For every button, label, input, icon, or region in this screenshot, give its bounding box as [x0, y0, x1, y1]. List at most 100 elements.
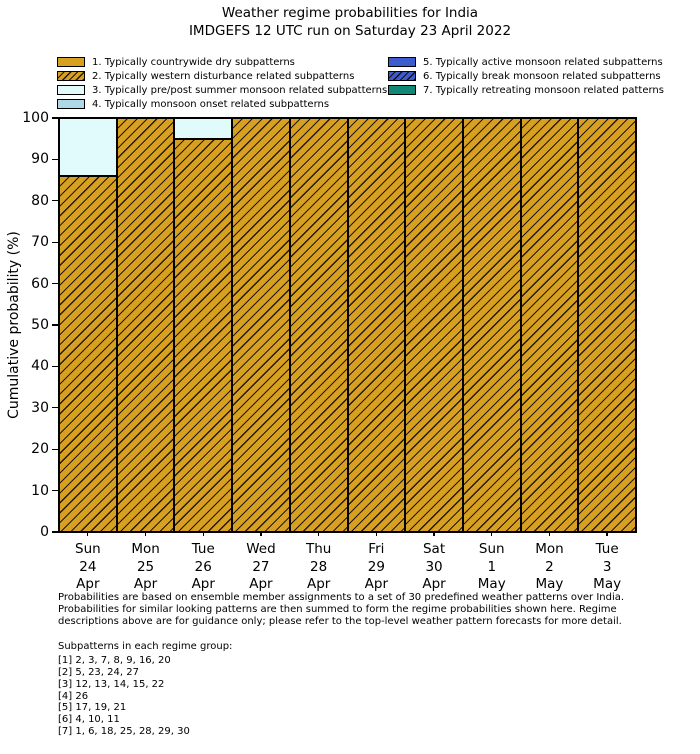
x-tick-mark: [260, 532, 262, 536]
y-tick-label: 20: [31, 441, 49, 458]
y-tick-label: 30: [31, 399, 49, 416]
bar-segment: [174, 118, 233, 139]
x-tick-label-line: 25: [136, 558, 155, 575]
x-tick-label-line: 28: [310, 558, 328, 575]
footer-line: descriptions above are for guidance only…: [58, 616, 622, 628]
bar: [232, 118, 290, 532]
stacked-bars: [59, 118, 637, 532]
x-tick-label-line: May: [535, 576, 564, 592]
legend-item: 6. Typically break monsoon related subpa…: [388, 69, 664, 83]
x-tick-mark: [202, 532, 204, 536]
x-tick-label-line: Apr: [76, 576, 100, 592]
legend-item: 2. Typically western disturbance related…: [57, 69, 387, 83]
x-tick-label-line: 30: [425, 558, 443, 575]
chart-title: Weather regime probabilities for India I…: [0, 5, 700, 40]
bar: [462, 118, 521, 532]
subpattern-line: [2] 5, 23, 24, 27: [58, 667, 139, 679]
y-tick-mark: [51, 241, 58, 243]
y-tick-label: 60: [31, 275, 49, 292]
legend-label: 6. Typically break monsoon related subpa…: [423, 70, 661, 82]
x-tick-mark: [548, 532, 551, 536]
y-tick-label: 70: [31, 234, 49, 251]
y-tick-mark: [51, 407, 58, 409]
y-tick-label: 80: [31, 192, 49, 209]
x-tick-label: Tue 26 Apr: [192, 541, 215, 594]
bar: [405, 118, 463, 532]
x-tick-label-line: Sun: [478, 541, 505, 557]
legend-swatch: [388, 57, 416, 67]
y-tick-mark: [51, 531, 58, 533]
legend-item: 1. Typically countrywide dry subpatterns: [57, 55, 387, 69]
x-tick-label-line: Tue: [595, 541, 619, 557]
legend-swatch: [57, 71, 85, 81]
bar-segment: [232, 118, 290, 532]
legend-column-right: 5. Typically active monsoon related subp…: [388, 55, 664, 97]
y-tick-label: 100: [22, 110, 49, 126]
subpattern-line: [7] 1, 6, 18, 25, 28, 29, 30: [58, 726, 190, 738]
bar-segment: [116, 118, 175, 532]
y-tick-label: 10: [31, 482, 49, 499]
x-tick-label-line: Apr: [191, 576, 215, 592]
bar-segment: [59, 175, 117, 532]
x-tick-label-line: Apr: [422, 576, 446, 592]
plot-area: 0 10 20 30 40 50 60 70 80 90 100 Sun 24 Apr Mon 25 Apr T…: [22, 111, 637, 592]
legend-item: 4. Typically monsoon onset related subpa…: [57, 97, 387, 111]
x-tick-mark: [606, 532, 608, 536]
y-tick-label: 40: [31, 358, 49, 375]
y-tick-label: 90: [31, 151, 49, 168]
x-tick-label-line: Sat: [422, 541, 446, 557]
legend-column-left: 1. Typically countrywide dry subpatterns…: [57, 55, 387, 111]
subpatterns-note: Subpatterns in each regime group: [1] 2,…: [58, 641, 232, 738]
bar-segment: [520, 118, 579, 532]
subpattern-line: [1] 2, 3, 7, 8, 9, 16, 20: [58, 655, 171, 667]
y-tick-mark: [51, 448, 58, 450]
x-tick-label-line: 27: [252, 558, 270, 575]
x-tick-label: Thu 28 Apr: [306, 541, 331, 594]
legend-label: 7. Typically retreating monsoon related …: [423, 84, 664, 96]
y-tick-mark: [51, 158, 58, 161]
legend-item: 3. Typically pre/post summer monsoon rel…: [57, 83, 387, 97]
y-tick-mark: [51, 282, 58, 285]
subpatterns-title: Subpatterns in each regime group:: [58, 641, 233, 652]
subpattern-line: [5] 17, 19, 21: [58, 702, 127, 714]
legend-label: 3. Typically pre/post summer monsoon rel…: [92, 84, 388, 96]
x-tick-label-line: Apr: [249, 576, 273, 592]
bar: [59, 118, 117, 532]
x-tick-label-line: Apr: [364, 576, 389, 592]
bar: [116, 118, 175, 532]
subpattern-line: [3] 12, 13, 14, 15, 22: [58, 678, 165, 690]
x-tick-mark: [491, 532, 493, 536]
legend-swatch: [388, 85, 416, 95]
legend-swatch: [57, 85, 85, 95]
subpattern-line: [6] 4, 10, 11: [58, 714, 120, 726]
footer-line: Probabilities are based on ensemble memb…: [58, 592, 625, 603]
x-tick-label-line: 26: [194, 558, 212, 575]
bar: [520, 118, 579, 532]
x-tick-label: Sun 1 May: [478, 541, 506, 594]
footer-line: Probabilities for similar looking patter…: [58, 604, 617, 616]
legend-swatch: [57, 57, 85, 67]
bar: [578, 118, 637, 532]
x-tick-label: Sun 24 Apr: [75, 541, 101, 594]
x-tick-mark: [87, 532, 89, 536]
bar-segment: [174, 138, 233, 532]
x-tick-label-line: Thu: [305, 541, 332, 557]
x-tick-label-line: 2: [545, 558, 554, 575]
x-tick-label: Wed 27 Apr: [246, 541, 275, 594]
bar: [289, 118, 348, 532]
y-tick-mark: [51, 324, 58, 326]
y-tick-mark: [51, 365, 58, 368]
footer-note: Probabilities are based on ensemble memb…: [58, 592, 624, 629]
x-tick-label-line: Mon: [131, 541, 160, 557]
bar-segment: [578, 118, 637, 532]
bar-segment: [462, 118, 521, 532]
x-tick-label-line: Apr: [306, 576, 331, 592]
y-tick-mark: [51, 200, 58, 202]
legend-label: 2. Typically western disturbance related…: [92, 70, 355, 82]
x-tick-label: Mon 25 Apr: [131, 541, 159, 594]
legend-label: 1. Typically countrywide dry subpatterns: [92, 56, 295, 68]
x-tick-label: Mon 2 May: [535, 541, 563, 594]
bar: [347, 118, 406, 532]
x-tick-label-line: 3: [602, 558, 612, 575]
